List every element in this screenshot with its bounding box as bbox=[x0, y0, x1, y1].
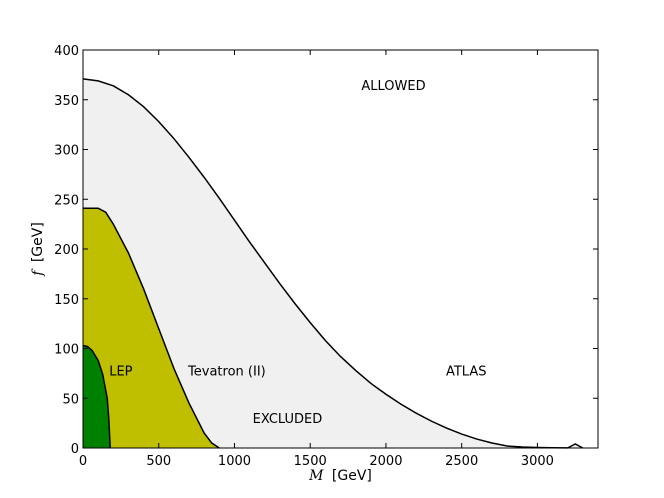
y-tick-label: 100 bbox=[54, 343, 79, 358]
y-tick-label: 300 bbox=[54, 144, 79, 159]
y-tick-label: 400 bbox=[54, 44, 79, 59]
x-axis-label-var: M bbox=[308, 468, 324, 484]
area-atlas bbox=[83, 78, 583, 449]
x-tick-label: 2500 bbox=[445, 454, 478, 469]
y-axis-label-var: f bbox=[30, 268, 46, 277]
boundary-line-lep bbox=[82, 344, 112, 449]
boundary-line-atlas bbox=[82, 78, 584, 449]
x-tick-label: 1000 bbox=[218, 454, 251, 469]
annotation-atlas: ATLAS bbox=[446, 364, 487, 379]
y-tick-label: 250 bbox=[54, 193, 79, 208]
y-axis-ticks: 0 50 100 150 200 250 300 350 400 bbox=[54, 44, 598, 457]
x-tick-label: 0 bbox=[79, 454, 87, 469]
chart-areas bbox=[82, 78, 584, 449]
chart-annotations: ALLOWED EXCLUDED ATLAS Tevatron (II) LEP bbox=[109, 79, 486, 427]
y-tick-label: 50 bbox=[62, 392, 79, 407]
annotation-tevatron-ii: Tevatron (II) bbox=[187, 364, 266, 379]
x-tick-label: 1500 bbox=[294, 454, 327, 469]
y-tick-label: 150 bbox=[54, 293, 79, 308]
area-lep bbox=[83, 345, 111, 448]
y-axis-label: f [GeV] bbox=[30, 222, 46, 277]
annotation-allowed: ALLOWED bbox=[361, 79, 425, 94]
x-tick-label: 3000 bbox=[521, 454, 554, 469]
x-axis-ticks: 0 500 1000 1500 2000 2500 3000 bbox=[79, 50, 554, 469]
boundary-line-tevatron-ii bbox=[83, 207, 220, 449]
annotation-excluded: EXCLUDED bbox=[253, 412, 323, 427]
y-tick-label: 0 bbox=[71, 442, 79, 457]
x-tick-label: 2000 bbox=[369, 454, 402, 469]
x-axis-label-unit: [GeV] bbox=[332, 468, 372, 484]
x-axis-label: M [GeV] bbox=[308, 468, 372, 484]
x-tick-label: 500 bbox=[146, 454, 171, 469]
y-axis-label-unit: [GeV] bbox=[30, 222, 46, 262]
area-tevatron-ii bbox=[83, 208, 220, 448]
annotation-lep: LEP bbox=[109, 364, 132, 379]
y-tick-label: 200 bbox=[54, 243, 79, 258]
y-tick-label: 350 bbox=[54, 94, 79, 109]
